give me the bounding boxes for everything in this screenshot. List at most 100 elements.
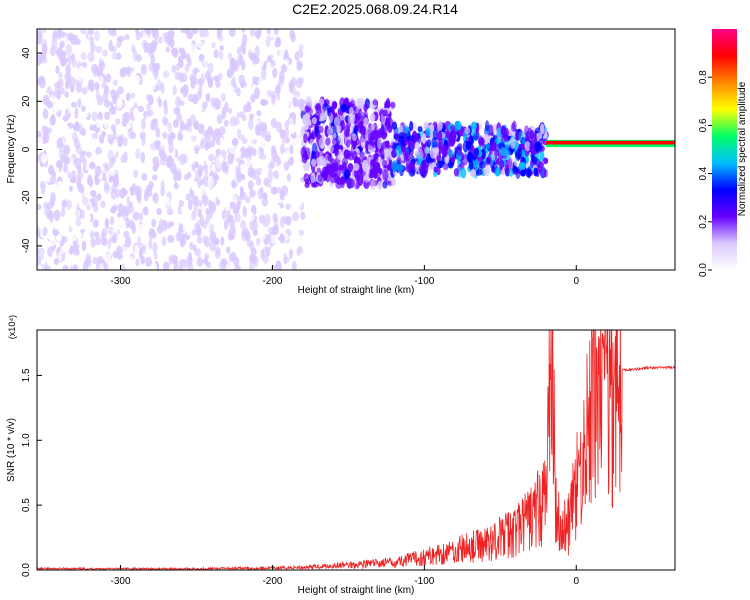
heatmap-cell [453,168,460,177]
heatmap-cell [473,147,479,157]
heatmap-cell [51,35,58,42]
heatmap-cell [219,137,225,145]
heatmap-cell [114,58,120,68]
heatmap-cell [245,196,251,204]
heatmap-cell [141,39,149,49]
heatmap-cell [162,131,168,139]
heatmap-cell [354,155,360,164]
heatmap-cell [176,106,181,117]
heatmap-cell [62,264,69,270]
heatmap-cell [424,146,430,155]
heatmap-cell [37,136,43,146]
heatmap-cell [155,127,161,138]
heatmap-cell [92,65,100,77]
heatmap-cell [248,118,254,131]
heatmap-cell [385,97,391,109]
heatmap-cell [256,176,262,187]
heatmap-cell [231,58,236,66]
heatmap-cell [220,93,226,102]
heatmap-cell [89,189,97,197]
heatmap-cell [227,152,235,165]
heatmap-cell [274,40,280,48]
heatmap-cell [300,211,306,221]
heatmap-cell [76,74,83,82]
heatmap-cell [298,77,305,84]
heatmap-cell [398,132,405,140]
heatmap-cell [166,208,174,216]
heatmap-cell [299,252,304,265]
heatmap-cell [75,145,83,155]
heatmap-cell [168,220,175,227]
colorbar-axis: 0.0 0.2 0.4 0.6 0.8 [698,70,712,277]
heatmap-cell [162,70,170,78]
heatmap-cell [218,126,226,135]
heatmap-cell [80,52,87,61]
heatmap-cell [235,221,242,233]
heatmap-cell [103,180,109,191]
heatmap-cell [227,229,233,241]
heatmap-cell [56,90,62,100]
heatmap-cell [304,147,311,159]
heatmap-cell [543,169,548,178]
heatmap-cell [55,65,60,75]
heatmap-cell [270,118,278,129]
heatmap-cell [41,29,47,34]
heatmap-cell [145,256,152,267]
heatmap-cell [210,48,215,60]
heatmap-cell [288,248,294,259]
heatmap-cell [76,171,84,181]
heatmap-cell [259,141,265,149]
heatmap-cell [218,155,224,163]
heatmap-cell [205,208,210,216]
heatmap-cell [256,31,261,40]
heatmap-cell [70,34,77,46]
heatmap-cell [207,175,215,188]
heatmap-cell [311,117,317,125]
heatmap-cell [267,226,274,234]
heatmap-cell [185,53,191,62]
heatmap-cell [209,140,216,148]
heatmap-cell [194,161,200,170]
heatmap-cell [167,122,173,133]
heatmap-cell [270,201,277,209]
heatmap-cell [209,223,215,234]
x-tick-label: -300 [111,576,131,587]
heatmap-cell [291,87,297,96]
heatmap-cell [188,29,195,36]
heatmap-cell [103,117,109,129]
heatmap-band-core [545,140,675,145]
heatmap-cell [151,122,159,131]
heatmap-cell [260,98,267,107]
heatmap-cell [64,79,70,90]
heatmap-cell [199,184,205,196]
heatmap-cell [196,71,202,80]
heatmap-cell [278,70,285,83]
heatmap-cell [500,169,506,176]
heatmap-cell [76,209,81,218]
heatmap-cell [134,29,140,35]
heatmap-cell [260,153,267,160]
heatmap-cell [140,232,145,245]
heatmap-cell [51,113,56,126]
heatmap-cell [127,256,135,265]
heatmap-cell [310,173,315,184]
heatmap-cell [52,229,59,236]
heatmap-cell [215,148,222,156]
heatmap-cell [70,76,76,85]
heatmap-cell [370,179,376,191]
heatmap-cell [79,209,86,220]
heatmap-cell [178,58,184,68]
heatmap-cell [226,69,233,78]
heatmap-cell [232,195,238,203]
heatmap-cell [46,230,54,240]
heatmap-cell [189,156,196,165]
heatmap-cell [69,84,75,93]
heatmap-cell [327,127,333,137]
heatmap-cell [66,171,73,178]
heatmap-cell [80,29,87,35]
heatmap-cell [249,188,255,198]
bottom-y-axis: 0.0 0.5 1.0 1.5 [21,368,42,577]
heatmap-cell [284,58,290,67]
heatmap-cell [91,111,98,122]
heatmap-cell [140,151,146,164]
